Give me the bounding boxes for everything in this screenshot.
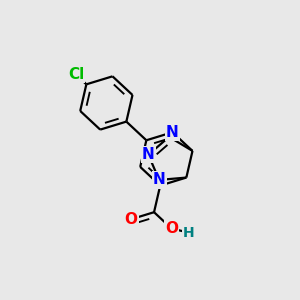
Text: N: N	[142, 147, 155, 162]
Text: H: H	[183, 226, 195, 240]
Text: N: N	[153, 172, 166, 188]
Text: N: N	[166, 125, 179, 140]
Text: Cl: Cl	[68, 67, 84, 82]
Text: O: O	[124, 212, 137, 227]
Text: O: O	[165, 221, 178, 236]
